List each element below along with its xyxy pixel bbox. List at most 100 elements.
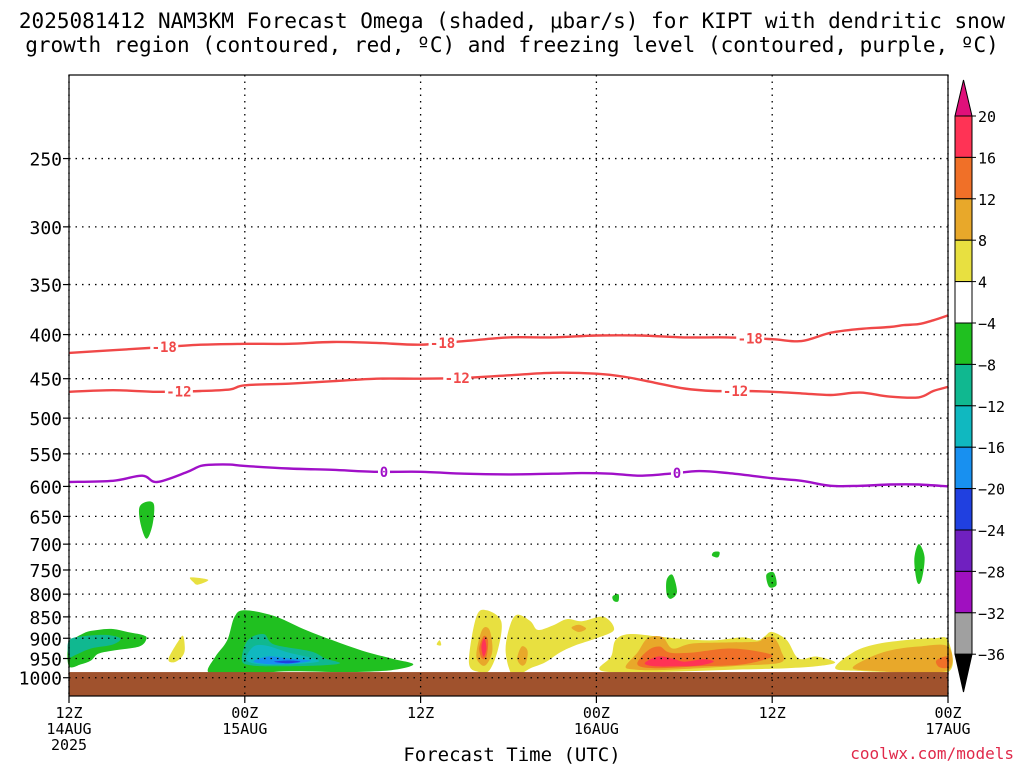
contour-label-bg <box>377 464 390 479</box>
omega-area-19 <box>666 574 678 599</box>
contour-label-bg <box>164 384 193 399</box>
omega-area-21 <box>766 571 777 588</box>
axes-layer: 2503003504004505005506006507007508008509… <box>19 74 971 754</box>
y-tick-label: 750 <box>29 561 62 582</box>
omega-area-2 <box>138 501 155 539</box>
y-tick-label: 700 <box>29 535 62 556</box>
omega-area-9 <box>274 660 301 664</box>
omega-area-16 <box>571 624 587 633</box>
chart-title-line-1: 2025081412 NAM3KM Forecast Omega (shaded… <box>18 9 1006 33</box>
x-axis-label: Forecast Time (UTC) <box>403 744 621 766</box>
colorbar-label: 4 <box>978 274 987 292</box>
x-tick-label: 16AUG <box>574 720 619 738</box>
x-tick-label: 12Z <box>759 704 786 722</box>
contour-label-bg <box>670 466 683 481</box>
colorbar-segment-4 <box>954 281 973 324</box>
omega-area-1 <box>67 634 121 658</box>
colorbar-label: −24 <box>978 522 1005 540</box>
omega-area-15 <box>517 646 528 666</box>
contour-label: 0 <box>673 466 681 482</box>
grid-layer <box>68 75 949 696</box>
colorbar-segment-9 <box>954 488 973 531</box>
contour-label-bg <box>150 340 179 355</box>
colorbar-label: 20 <box>978 108 996 126</box>
colorbar-label: 16 <box>978 149 996 167</box>
y-tick-label: 400 <box>29 326 62 347</box>
x-tick-label: 15AUG <box>222 720 267 738</box>
contour-label: -12 <box>723 384 748 400</box>
chart-title-line-2: growth region (contoured, red, ºC) and f… <box>25 33 999 57</box>
omega-area-17 <box>436 640 442 646</box>
x-tick-label: 2025 <box>51 736 87 754</box>
colorbar-segment-7 <box>954 405 973 448</box>
ground-layer <box>69 672 948 696</box>
contour-label: -12 <box>166 384 191 400</box>
x-tick-label: 14AUG <box>46 720 91 738</box>
y-tick-label: 850 <box>29 608 62 629</box>
colorbar-label: −32 <box>978 605 1005 623</box>
omega-area-20 <box>711 551 720 558</box>
contour-label: -18 <box>430 336 455 352</box>
y-tick-label: 500 <box>29 409 62 430</box>
x-tick-label: 00Z <box>934 704 961 722</box>
contour--18-0 <box>68 314 949 355</box>
colorbar-label: 12 <box>978 191 996 209</box>
y-tick-label: 450 <box>29 370 62 391</box>
x-tick-label: 12Z <box>407 704 434 722</box>
x-tick-label: 17AUG <box>925 720 970 738</box>
contour-label: -18 <box>738 331 763 347</box>
contour-label: 0 <box>380 465 388 481</box>
colorbar-segment-3 <box>954 239 973 283</box>
contour-0-2 <box>68 463 949 488</box>
contour--12-1 <box>68 371 949 399</box>
colorbar-label: −16 <box>978 439 1005 457</box>
omega-area-22 <box>914 544 925 585</box>
y-tick-label: 350 <box>29 276 62 297</box>
y-tick-label: 1000 <box>19 669 62 690</box>
contour-label: -12 <box>445 371 470 387</box>
x-tick-label: 00Z <box>583 704 610 722</box>
omega-area-4 <box>168 635 185 663</box>
colorbar-segment-12 <box>954 612 973 655</box>
colorbar-bottom-arrow <box>954 653 973 693</box>
colorbar-label: −36 <box>978 646 1005 664</box>
x-tick-label: 00Z <box>231 704 258 722</box>
omega-area-18 <box>612 594 620 602</box>
omega-area-28 <box>852 644 953 673</box>
omega-area-3 <box>189 577 209 585</box>
colorbar-segment-10 <box>954 529 973 572</box>
colorbar-label: −12 <box>978 398 1005 416</box>
colorbar-label: −4 <box>978 315 996 333</box>
omega-area-14 <box>505 614 615 676</box>
y-tick-label: 900 <box>29 629 62 650</box>
plot-frame <box>68 74 949 697</box>
colorbar-label: −20 <box>978 481 1005 499</box>
contour-label: -18 <box>152 340 177 356</box>
y-tick-label: 300 <box>29 218 62 239</box>
colorbar-segment-0 <box>954 115 973 158</box>
colorbar-segment-5 <box>954 322 973 365</box>
y-tick-label: 600 <box>29 477 62 498</box>
contour-label-bg <box>443 370 472 385</box>
y-tick-label: 550 <box>29 445 62 466</box>
colorbar-segment-1 <box>954 156 973 200</box>
ground-fill <box>69 672 948 696</box>
colorbar-segment-11 <box>954 570 973 614</box>
x-tick-label: 12Z <box>55 704 82 722</box>
y-tick-label: 650 <box>29 507 62 528</box>
colorbar-segment-6 <box>954 363 973 407</box>
colorbar-segment-8 <box>954 446 973 490</box>
y-tick-label: 250 <box>29 150 62 171</box>
contour-label-bg <box>428 335 457 350</box>
credit-text: coolwx.com/models <box>850 744 1014 763</box>
contour-label-bg <box>721 383 750 398</box>
colorbar-label: 8 <box>978 232 987 250</box>
contour-layer: -18 -18 -18 -12 -12 -12 0 0 <box>68 314 949 488</box>
colorbar-label: −28 <box>978 563 1005 581</box>
contour-label-bg <box>736 331 765 346</box>
y-tick-label: 950 <box>29 650 62 671</box>
colorbar-label: −8 <box>978 356 996 374</box>
colorbar-top-arrow <box>954 79 973 117</box>
omega-area-13 <box>481 638 487 657</box>
